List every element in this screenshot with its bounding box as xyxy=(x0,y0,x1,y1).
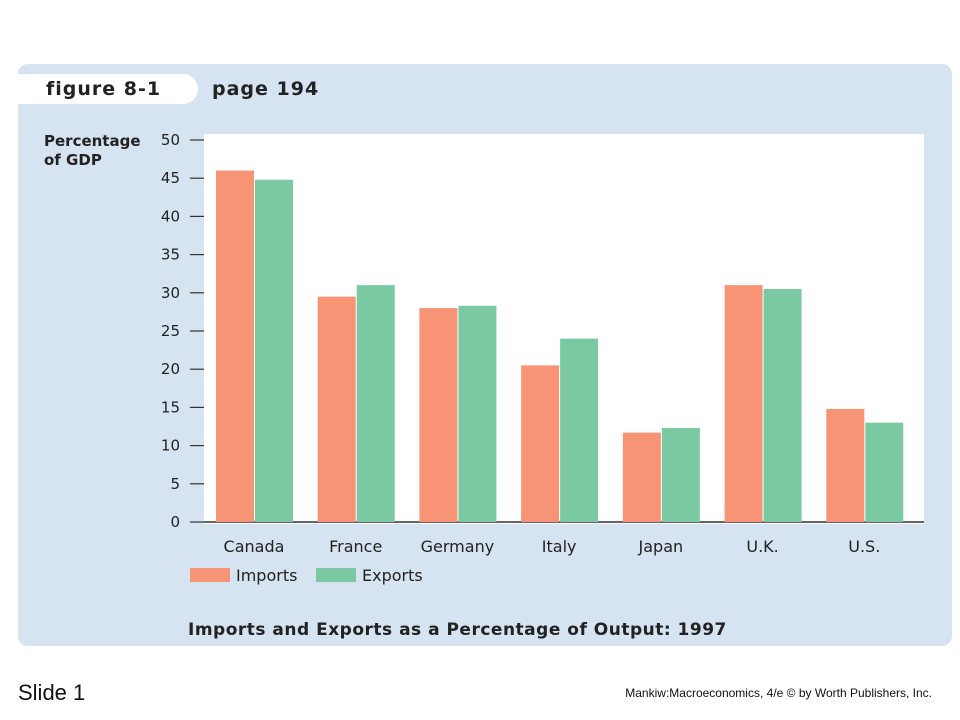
y-tick-label: 0 xyxy=(170,513,180,531)
figure-label: figure 8-1 xyxy=(46,78,162,100)
category-label: Canada xyxy=(224,537,285,556)
bar-exports-us xyxy=(865,422,904,522)
category-label: U.K. xyxy=(746,537,778,556)
legend-swatch-imports xyxy=(190,568,230,582)
legend-swatch-exports xyxy=(316,568,356,582)
y-tick-label: 40 xyxy=(161,207,180,225)
y-tick-label: 10 xyxy=(161,437,180,455)
category-label: France xyxy=(329,537,382,556)
chart-title: Imports and Exports as a Percentage of O… xyxy=(188,620,727,640)
y-tick-label: 30 xyxy=(161,284,180,302)
category-label: Germany xyxy=(421,537,495,556)
bar-exports-italy xyxy=(560,338,599,522)
bar-imports-france xyxy=(317,296,356,522)
credit-line: Mankiw:Macroeconomics, 4/e © by Worth Pu… xyxy=(625,686,932,700)
y-tick-label: 35 xyxy=(161,246,180,264)
category-label: Japan xyxy=(638,537,684,556)
bar-imports-japan xyxy=(622,432,661,522)
figure-tab xyxy=(18,74,198,104)
legend: Imports Exports xyxy=(190,566,423,585)
y-tick-label: 20 xyxy=(161,360,180,378)
bar-imports-canada xyxy=(216,170,254,522)
bars xyxy=(216,170,904,522)
bar-exports-japan xyxy=(661,428,700,522)
y-tick-label: 15 xyxy=(161,398,180,416)
legend-label-exports: Exports xyxy=(362,566,423,585)
legend-label-imports: Imports xyxy=(236,566,297,585)
y-tick-label: 45 xyxy=(161,169,180,187)
category-label: Italy xyxy=(542,537,577,556)
category-labels: Canada France Germany Italy Japan U.K. U.S. xyxy=(224,537,881,556)
y-tick-label: 50 xyxy=(161,131,180,149)
slide-label: Slide 1 xyxy=(18,680,86,705)
category-label: U.S. xyxy=(848,537,880,556)
bar-imports-italy xyxy=(521,365,560,522)
bar-exports-uk xyxy=(763,288,802,522)
bar-exports-germany xyxy=(458,305,497,522)
y-axis-label: Percentage of GDP xyxy=(44,132,141,169)
bar-imports-germany xyxy=(419,308,458,522)
bar-imports-uk xyxy=(724,285,763,522)
bar-imports-us xyxy=(826,408,865,522)
bar-exports-canada xyxy=(255,179,293,522)
y-tick-label: 25 xyxy=(161,322,180,340)
bar-exports-france xyxy=(356,285,395,522)
y-tick-label: 5 xyxy=(170,475,180,493)
page-label: page 194 xyxy=(212,78,320,100)
